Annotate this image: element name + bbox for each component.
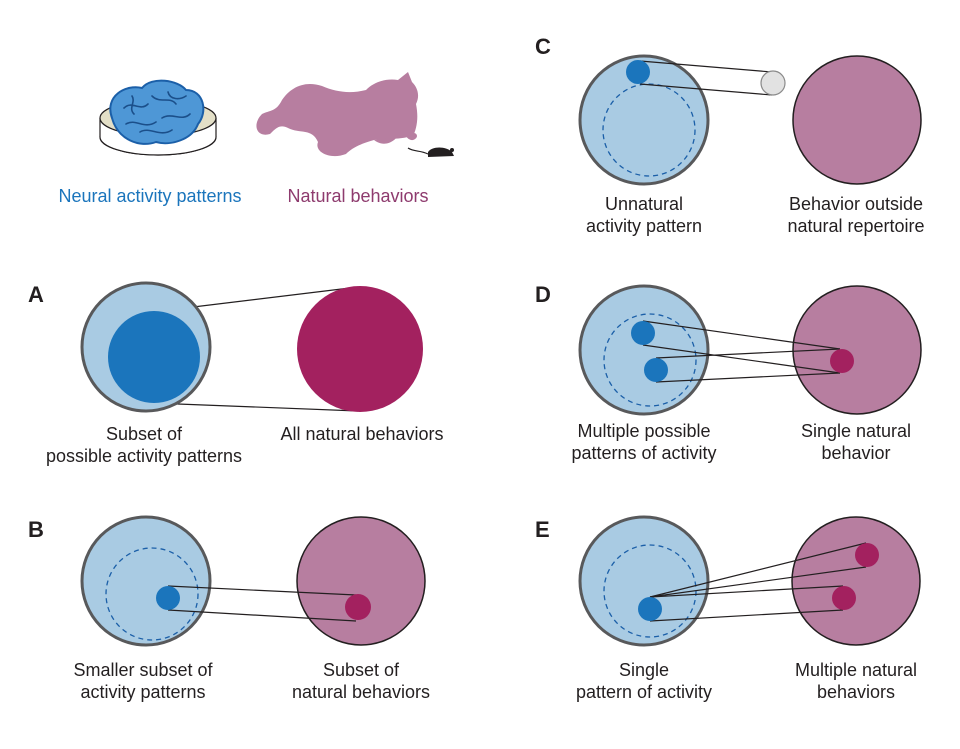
panel-c-unnatural-activity-dot bbox=[626, 60, 650, 84]
panel-d-left-label-line2: patterns of activity bbox=[571, 443, 716, 463]
panel-c-right-label-line2: natural repertoire bbox=[787, 216, 924, 236]
panel-c-right-label-line1: Behavior outside bbox=[789, 194, 923, 214]
panel-a-left-label-line1: Subset of bbox=[106, 424, 183, 444]
panel-a bbox=[80, 281, 423, 413]
panel-d-activity-dot-2 bbox=[644, 358, 668, 382]
panel-e-letter: E bbox=[535, 517, 550, 542]
panel-e-behavior-space bbox=[791, 516, 921, 646]
panel-d-link-2 bbox=[642, 344, 841, 374]
panel-a-right-label-line1: All natural behaviors bbox=[280, 424, 443, 444]
cat-chasing-mouse-icon bbox=[256, 72, 454, 157]
panel-b-activity-dot bbox=[156, 586, 180, 610]
panel-b-right-label-line2: natural behaviors bbox=[292, 682, 430, 702]
panel-a-behavior-space bbox=[297, 286, 423, 412]
panel-b-link-bottom bbox=[167, 609, 357, 622]
panel-a-activity-subset bbox=[108, 311, 200, 403]
panel-d-right-label-line2: behavior bbox=[821, 443, 890, 463]
panel-c-letter: C bbox=[535, 34, 551, 59]
panel-e-right-label-line2: behaviors bbox=[817, 682, 895, 702]
panel-b-activity-space bbox=[80, 515, 212, 647]
panel-c-link-top bbox=[639, 60, 773, 73]
panel-b-letter: B bbox=[28, 517, 44, 542]
panel-b-behavior-dot bbox=[345, 594, 371, 620]
panel-e-behavior-dot-2 bbox=[832, 586, 856, 610]
panel-a-letter: A bbox=[28, 282, 44, 307]
panel-d-left-label-line1: Multiple possible bbox=[577, 421, 710, 441]
panel-d-behavior-space bbox=[792, 285, 922, 415]
panel-d-link-3 bbox=[655, 348, 841, 359]
panel-c-natural-boundary bbox=[602, 83, 696, 177]
panel-b-right-label-line1: Subset of bbox=[323, 660, 400, 680]
panel-e-activity-dot bbox=[638, 597, 662, 621]
panel-e-left-label-line2: pattern of activity bbox=[576, 682, 712, 702]
panel-d bbox=[578, 284, 922, 416]
panel-d-right-label-line1: Single natural bbox=[801, 421, 911, 441]
panel-e-right-label-line1: Multiple natural bbox=[795, 660, 917, 680]
panel-b-behavior-space bbox=[296, 516, 426, 646]
panel-c bbox=[578, 54, 922, 186]
panel-d-activity-dot-1 bbox=[631, 321, 655, 345]
panel-b bbox=[80, 515, 426, 647]
panel-e bbox=[578, 515, 921, 647]
panel-c-behavior-space bbox=[792, 55, 922, 185]
panel-b-link-top bbox=[167, 585, 357, 596]
panel-e-link-4 bbox=[649, 609, 844, 622]
legend-natural-label: Natural behaviors bbox=[287, 186, 428, 206]
panel-b-natural-boundary bbox=[105, 547, 199, 641]
panel-e-left-label-line1: Single bbox=[619, 660, 669, 680]
panel-d-link-4 bbox=[655, 372, 841, 383]
panel-e-activity-space bbox=[578, 515, 710, 647]
brain-in-dish-icon bbox=[99, 79, 217, 156]
panel-c-activity-space bbox=[578, 54, 710, 186]
panel-d-natural-boundary bbox=[603, 313, 697, 407]
panel-e-link-1 bbox=[649, 542, 867, 598]
panel-b-left-label-line2: activity patterns bbox=[80, 682, 205, 702]
mouse-icon bbox=[407, 147, 454, 157]
panel-e-link-3 bbox=[649, 585, 844, 598]
panel-d-link-1 bbox=[642, 320, 841, 350]
panel-c-link-bottom bbox=[639, 83, 773, 96]
panel-b-left-label-line1: Smaller subset of bbox=[73, 660, 213, 680]
panel-d-activity-space bbox=[578, 284, 710, 416]
legend-neural-label: Neural activity patterns bbox=[58, 186, 241, 206]
panel-a-left-label-line2: possible activity patterns bbox=[46, 446, 242, 466]
panel-e-behavior-dot-1 bbox=[855, 543, 879, 567]
panel-d-behavior-dot bbox=[830, 349, 854, 373]
panel-e-link-2 bbox=[649, 566, 867, 598]
panel-a-link-bottom bbox=[151, 402, 359, 412]
panel-c-left-label-line1: Unnatural bbox=[605, 194, 683, 214]
panel-c-outside-behavior-dot bbox=[760, 70, 786, 96]
panel-c-left-label-line2: activity pattern bbox=[586, 216, 702, 236]
panel-d-letter: D bbox=[535, 282, 551, 307]
